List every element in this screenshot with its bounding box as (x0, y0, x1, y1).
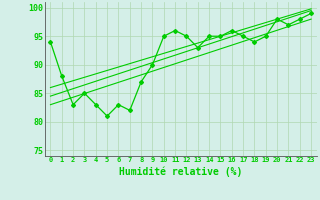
X-axis label: Humidité relative (%): Humidité relative (%) (119, 166, 243, 177)
